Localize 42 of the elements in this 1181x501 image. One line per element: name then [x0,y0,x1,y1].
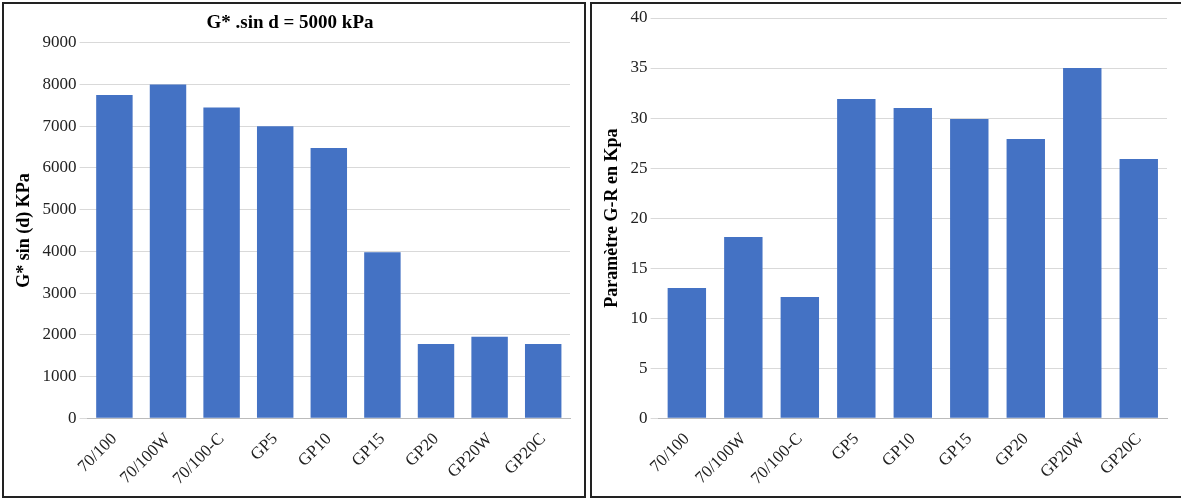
y-tick-label: 25 [630,157,648,177]
bar [1119,159,1158,418]
y-tick-label: 15 [630,257,648,277]
y-tick-label: 4000 [42,240,77,260]
bar [310,147,348,418]
bar [667,288,707,418]
y-tick-label: 20 [630,207,648,227]
y-tick-label: 1000 [42,365,77,385]
y-tick-label: 10 [630,307,648,327]
bar [524,343,562,418]
bar [96,94,133,418]
x-tick-label: GP5 [246,428,282,464]
bar [893,108,933,418]
bar [1063,68,1102,418]
x-tick-label: GP5 [827,428,863,464]
y-tick-label: 8000 [42,73,77,93]
y-tick-label: 7000 [42,115,77,135]
y-axis-title: Paramètre G-R en Kpa [601,128,622,308]
y-tick-label: 40 [630,7,648,27]
y-tick-label: 3000 [42,282,77,302]
y-tick-label: 0 [639,407,648,427]
y-tick-label: 5000 [42,199,77,219]
bar [417,343,455,418]
bar [203,107,240,418]
y-tick-label: 2000 [42,324,77,344]
bar [837,99,876,418]
y-tick-label: 0 [68,407,77,427]
bar [1006,139,1045,418]
y-axis-title: G* sin (d) KPa [13,173,35,288]
bar [724,237,763,418]
bar [149,84,187,418]
y-tick-label: 30 [630,107,648,127]
bar [471,336,508,418]
bar [950,119,989,418]
y-tick-label: 9000 [42,32,77,52]
chart-title: G* .sin d = 5000 kPa [206,11,375,33]
bar [780,297,820,418]
bar [364,252,401,418]
y-tick-label: 6000 [42,157,77,177]
bar [256,126,294,418]
y-tick-label: 5 [639,357,648,377]
y-tick-label: 35 [630,57,648,77]
